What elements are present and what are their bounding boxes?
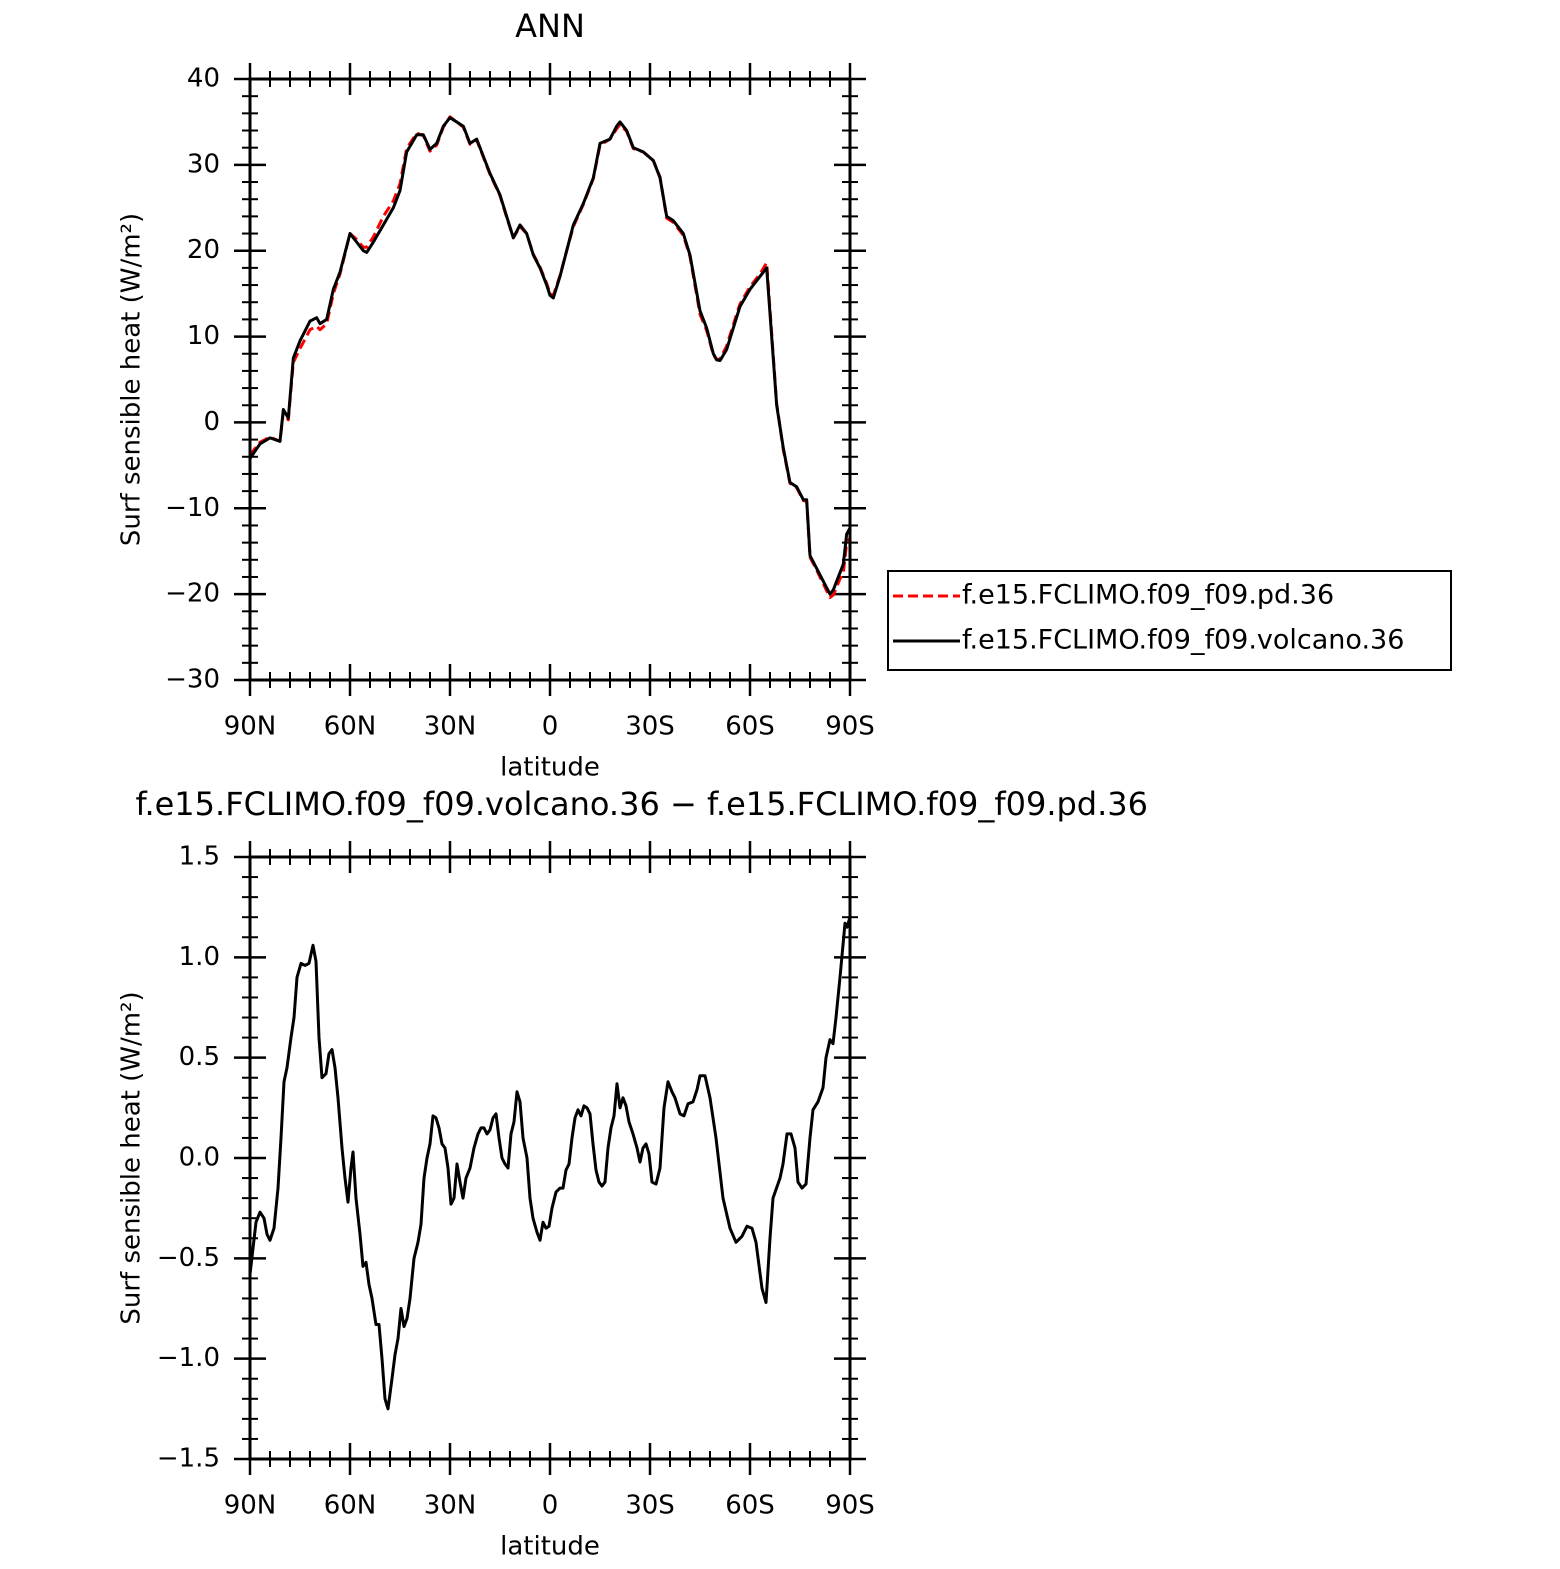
x-tick-label: 60N <box>324 712 377 742</box>
y-tick-label: −0.5 <box>157 1243 220 1273</box>
y-tick-label: 10 <box>187 321 220 351</box>
y-tick-label: 1.0 <box>179 942 220 972</box>
legend: f.e15.FCLIMO.f09_f09.pd.36 f.e15.FCLIMO.f… <box>887 570 1452 671</box>
x-tick-label: 30S <box>625 1491 675 1521</box>
x-tick-label: 90N <box>224 1491 277 1521</box>
y-tick-label: 0.0 <box>179 1143 220 1173</box>
plot-frame <box>248 77 852 682</box>
y-tick-label: −1.5 <box>157 1444 220 1474</box>
x-axis-label: latitude <box>500 1532 600 1562</box>
x-tick-label: 30S <box>625 712 675 742</box>
x-tick-label: 60S <box>725 712 775 742</box>
legend-box <box>887 570 1452 671</box>
y-axis-label: Surf sensible heat (W/m²) <box>117 991 147 1324</box>
y-tick-label: 0.5 <box>179 1042 220 1072</box>
x-axis-label: latitude <box>500 753 600 783</box>
y-axis-label: Surf sensible heat (W/m²) <box>117 213 147 546</box>
y-tick-label: −10 <box>165 493 220 523</box>
legend-label: f.e15.FCLIMO.f09_f09.pd.36 <box>962 580 1334 611</box>
y-tick-label: 0 <box>203 407 220 437</box>
y-tick-label: 30 <box>187 149 220 179</box>
y-tick-label: −30 <box>165 665 220 695</box>
plot-frame <box>248 855 852 1461</box>
y-tick-label: 1.5 <box>179 842 220 872</box>
y-tick-label: 20 <box>187 235 220 265</box>
x-tick-label: 30N <box>424 712 477 742</box>
x-tick-label: 30N <box>424 1491 477 1521</box>
y-tick-label: −1.0 <box>157 1343 220 1373</box>
chart-title: f.e15.FCLIMO.f09_f09.volcano.36 − f.e15.… <box>136 785 1149 823</box>
x-tick-label: 0 <box>542 712 559 742</box>
x-tick-label: 60S <box>725 1491 775 1521</box>
x-tick-label: 60N <box>324 1491 377 1521</box>
x-tick-label: 90S <box>825 1491 875 1521</box>
y-tick-label: 40 <box>187 64 220 94</box>
data-line <box>248 116 852 596</box>
x-tick-label: 90S <box>825 712 875 742</box>
data-line <box>248 115 852 600</box>
x-tick-label: 0 <box>542 1491 559 1521</box>
chart-title: ANN <box>515 7 585 45</box>
x-tick-label: 90N <box>224 712 277 742</box>
data-line <box>248 916 852 1411</box>
y-tick-label: −20 <box>165 579 220 609</box>
legend-label: f.e15.FCLIMO.f09_f09.volcano.36 <box>962 625 1404 656</box>
